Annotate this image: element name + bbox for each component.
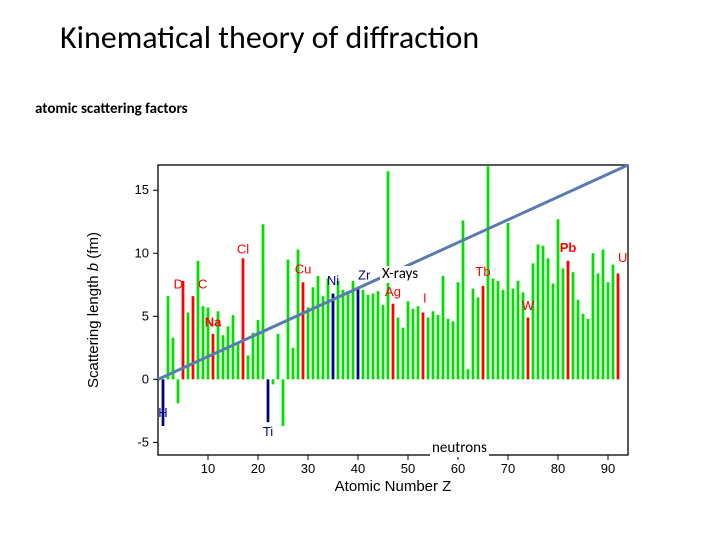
slide: Kinematical theory of diffraction atomic… [0,0,720,540]
neutrons-label: neutrons [430,440,489,457]
svg-text:Atomic Number Z: Atomic Number Z [335,478,452,495]
svg-text:Tb: Tb [475,264,490,279]
svg-text:90: 90 [601,461,615,476]
svg-text:30: 30 [301,461,315,476]
svg-text:I: I [423,290,427,305]
svg-text:H: H [158,405,167,420]
svg-text:Pb: Pb [560,240,577,255]
svg-text:5: 5 [142,308,149,323]
svg-text:Ag: Ag [385,284,401,299]
svg-text:70: 70 [501,461,515,476]
slide-title: Kinematical theory of diffraction [60,18,479,57]
svg-text:C: C [198,277,207,292]
svg-text:40: 40 [351,461,365,476]
xrays-label: X-rays [380,266,420,283]
scattering-chart: 10 20 30 40 50 60 70 80 90 -5 0 5 10 15 Atomic Number … [80,155,650,495]
svg-text:10: 10 [135,245,149,260]
svg-text:D: D [174,277,183,292]
svg-text:Cu: Cu [295,261,312,276]
svg-text:Ti: Ti [263,424,273,439]
svg-text:20: 20 [251,461,265,476]
svg-text:W: W [522,298,535,313]
svg-text:Na: Na [205,314,222,329]
svg-text:Ni: Ni [327,273,339,288]
svg-text:Zr: Zr [358,268,371,283]
svg-text:Scattering length b (fm): Scattering length b (fm) [85,232,102,388]
chart-svg: 10 20 30 40 50 60 70 80 90 -5 0 5 10 15 Atomic Number … [80,155,650,495]
svg-text:10: 10 [201,461,215,476]
svg-text:-5: -5 [137,434,149,449]
svg-text:80: 80 [551,461,565,476]
svg-text:U: U [618,250,627,265]
svg-text:Cl: Cl [237,241,249,256]
svg-text:60: 60 [451,461,465,476]
svg-text:50: 50 [401,461,415,476]
slide-subtitle: atomic scattering factors [35,100,188,118]
svg-text:15: 15 [135,182,149,197]
svg-text:0: 0 [142,371,149,386]
